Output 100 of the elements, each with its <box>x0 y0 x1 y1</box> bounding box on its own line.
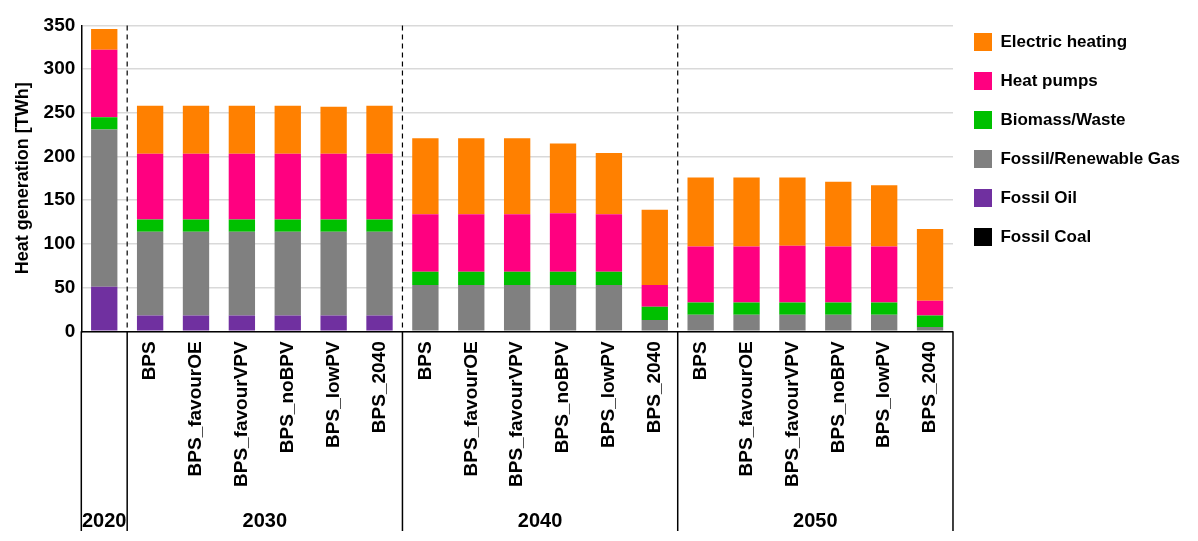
bar <box>595 271 623 285</box>
bar <box>91 117 118 130</box>
bar <box>733 246 760 303</box>
bar <box>91 129 118 287</box>
x-tick-label: BPS_lowPV <box>872 340 894 448</box>
y-tick-label: 150 <box>43 188 76 210</box>
bar <box>871 246 898 303</box>
x-tick-label: BPS_2040 <box>918 341 940 434</box>
bar <box>549 271 577 285</box>
bar <box>458 138 485 215</box>
bar <box>595 284 623 331</box>
bar <box>136 219 164 232</box>
text: 2030 <box>242 508 288 531</box>
bar <box>412 271 439 285</box>
text: 2040 <box>517 508 563 531</box>
x-tick-label: BPS_2040 <box>643 341 665 434</box>
x-tick-label: BPS_lowPV <box>597 340 619 448</box>
bar <box>595 153 623 215</box>
x-tick-label: BPS_favourVPV <box>505 340 527 488</box>
bar <box>412 284 439 331</box>
bar <box>366 153 393 220</box>
bar <box>274 153 301 220</box>
bar <box>366 219 393 232</box>
bar <box>412 214 439 272</box>
y-axis-title: Heat generation [TWh] <box>11 82 32 275</box>
bar <box>549 284 577 331</box>
bar <box>228 153 256 220</box>
bar <box>733 302 760 315</box>
bar <box>320 231 347 316</box>
x-tick-label: BPS <box>413 341 435 381</box>
bar <box>871 302 898 315</box>
x-tick-label: BPS <box>138 341 160 381</box>
y-tick-label: 300 <box>43 57 76 79</box>
bar <box>825 314 852 331</box>
bar <box>274 105 301 154</box>
bar <box>916 326 944 331</box>
bar <box>320 106 347 154</box>
y-tick-label: 100 <box>43 232 76 254</box>
bar <box>916 300 944 316</box>
text: 2050 <box>793 508 838 531</box>
x-tick-label: BPS_noBPV <box>275 340 297 454</box>
bar <box>228 105 256 154</box>
x-tick-label: BPS_favourVPV <box>780 340 802 488</box>
bar <box>687 177 714 247</box>
bar <box>641 319 668 331</box>
legend-label: Fossil Coal <box>1000 226 1092 246</box>
bar <box>733 177 760 247</box>
y-tick-label: 350 <box>43 13 76 35</box>
bar <box>595 214 623 272</box>
bar <box>274 315 301 331</box>
bar <box>228 315 256 331</box>
x-tick-label: BPS <box>688 341 710 381</box>
bar <box>687 246 714 303</box>
bar <box>136 153 164 220</box>
bar <box>825 181 852 247</box>
x-tick-label: BPS_favourVPV <box>230 340 252 488</box>
bar <box>274 231 301 316</box>
bar <box>320 153 347 220</box>
y-tick-label: 200 <box>43 144 76 166</box>
bar <box>779 177 806 246</box>
bar <box>641 209 668 285</box>
bar <box>871 185 898 247</box>
x-tick-label: BPS_favourOE <box>184 341 206 477</box>
bar <box>825 246 852 303</box>
bar <box>182 231 210 316</box>
bar <box>687 302 714 315</box>
legend-label: Fossil Oil <box>1000 187 1078 207</box>
bar <box>320 315 347 331</box>
text: 2020 <box>81 508 127 531</box>
bar <box>136 231 164 316</box>
bar <box>916 229 944 301</box>
bar <box>274 219 301 232</box>
bar <box>366 315 393 331</box>
bar <box>641 284 668 307</box>
bar <box>779 302 806 315</box>
legend-label: Heat pumps <box>1000 70 1098 90</box>
bar <box>458 284 485 331</box>
bar <box>228 231 256 316</box>
legend-label: Biomass/Waste <box>1000 109 1126 129</box>
bar <box>779 314 806 331</box>
bar <box>871 314 898 331</box>
bar <box>182 315 210 331</box>
bar <box>91 286 118 331</box>
bar <box>182 219 210 232</box>
bar <box>91 49 118 118</box>
bar <box>641 306 668 320</box>
x-tick-label: BPS_2040 <box>367 341 389 434</box>
bar <box>320 219 347 232</box>
x-tick-label: BPS_lowPV <box>321 340 343 448</box>
bar <box>549 143 577 214</box>
y-tick-label: 0 <box>64 319 76 341</box>
x-tick-label: BPS_favourOE <box>459 341 481 477</box>
bar <box>825 302 852 315</box>
bar <box>458 214 485 272</box>
bar <box>228 219 256 232</box>
bar <box>549 213 577 272</box>
bar <box>91 28 118 50</box>
legend-label: Electric heating <box>1000 31 1128 51</box>
bar <box>366 105 393 154</box>
bar <box>366 231 393 316</box>
